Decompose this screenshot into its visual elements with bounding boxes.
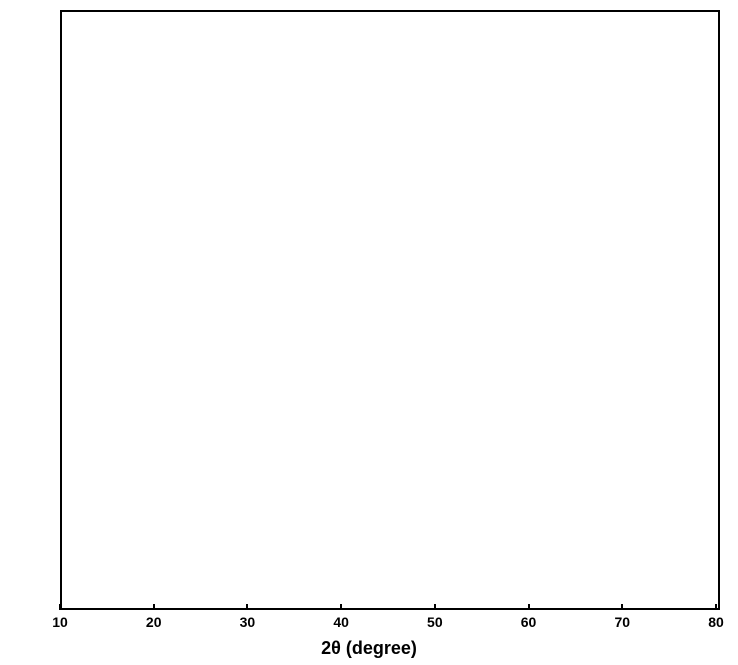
- x-tickmark: [153, 604, 155, 610]
- x-tickmark: [59, 604, 61, 610]
- x-tickmark: [246, 604, 248, 610]
- x-tickmark: [528, 604, 530, 610]
- x-axis-label: 2θ (degree): [321, 638, 417, 659]
- x-tick-label: 40: [333, 614, 349, 630]
- x-tick-label: 30: [240, 614, 256, 630]
- x-tick-label: 70: [614, 614, 630, 630]
- x-tickmark: [434, 604, 436, 610]
- x-tick-label: 60: [521, 614, 537, 630]
- x-tick-label: 20: [146, 614, 162, 630]
- x-tickmark: [621, 604, 623, 610]
- x-tick-label: 10: [52, 614, 68, 630]
- x-tickmark: [715, 604, 717, 610]
- x-tickmark: [340, 604, 342, 610]
- xrd-figure: Intensity (a.u) 1020304050607080 2θ (deg…: [0, 0, 738, 665]
- x-tick-label: 80: [708, 614, 724, 630]
- plot-area: [60, 10, 720, 610]
- x-tick-container: 1020304050607080: [60, 612, 720, 632]
- panel-fpac: [62, 12, 718, 212]
- x-tick-label: 50: [427, 614, 443, 630]
